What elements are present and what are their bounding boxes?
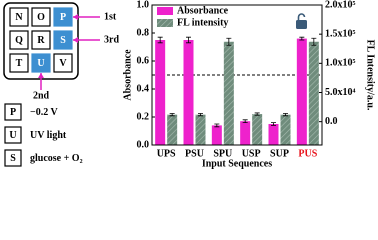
error-bar	[198, 113, 203, 117]
x-tick-label: SPU	[213, 148, 232, 159]
y-axis-title: Absorbance	[122, 49, 133, 101]
bar	[252, 114, 263, 145]
x-tick-label: SUP	[270, 148, 289, 159]
bar	[183, 40, 194, 145]
legend-label: Absorbance	[177, 5, 229, 16]
y2-tick-label: 0.0	[325, 116, 338, 127]
error-bar	[169, 113, 175, 117]
bar	[195, 114, 206, 145]
key-label: R	[37, 35, 45, 46]
y-tick-label: 0.6	[137, 55, 150, 66]
bar	[223, 41, 234, 145]
bar	[211, 125, 222, 145]
key	[9, 30, 29, 50]
legend-key-label: U	[9, 130, 16, 141]
y-tick-label: 1.0	[137, 0, 150, 10]
key-label: U	[37, 58, 44, 69]
error-bar	[214, 123, 220, 128]
plot-frame	[151, 4, 323, 146]
error-bar	[242, 119, 248, 123]
legend-key	[4, 126, 22, 144]
order-label: 2nd	[33, 90, 50, 101]
key-label: O	[37, 12, 45, 23]
legend-key-label: P	[10, 107, 16, 118]
key-label: P	[60, 12, 66, 23]
legend-swatch	[157, 19, 173, 27]
y2-tick-label: 5.0x10⁴	[325, 87, 356, 98]
y-tick-label: 0.4	[137, 83, 150, 94]
bar	[308, 41, 319, 145]
x-tick-label: UPS	[157, 148, 176, 159]
order-arrowhead	[73, 14, 78, 20]
key	[31, 7, 51, 27]
key	[53, 7, 73, 27]
key-label: Q	[15, 35, 23, 46]
error-bar	[186, 36, 191, 44]
key	[53, 30, 73, 50]
bar	[296, 38, 307, 145]
error-bar	[271, 122, 276, 126]
order-label: 3rd	[104, 34, 119, 45]
legend-text: −0.2 V	[30, 107, 59, 118]
key	[31, 53, 51, 73]
legend-text: glucose + O₂	[30, 153, 83, 164]
bar	[167, 114, 178, 145]
key-label: S	[60, 35, 66, 46]
legend-label: FL intensity	[177, 17, 228, 28]
legend-swatch	[157, 7, 173, 15]
y2-axis-title: FL Intensity/a.u.	[365, 40, 376, 111]
key-label: T	[16, 58, 23, 69]
figure: N O P Q R S T U V 1st 3rd 2nd P −0.2 V U UV light S gluco…	[3, 0, 376, 169]
legend-key	[4, 149, 22, 167]
error-bar	[157, 36, 163, 44]
bar	[155, 40, 166, 145]
error-bar	[226, 37, 232, 46]
key	[53, 53, 73, 73]
y2-tick-label: 1.5x10⁵	[325, 28, 356, 39]
error-bar	[283, 113, 288, 117]
x-tick-label: PUS	[298, 148, 317, 159]
y-tick-label: 0.2	[137, 111, 150, 122]
error-bar	[254, 112, 260, 116]
key-label: N	[15, 12, 23, 23]
order-arrowhead	[73, 37, 78, 43]
order-label: 1st	[104, 11, 117, 22]
x-axis-title: Input Sequences	[202, 158, 272, 169]
error-bar	[299, 36, 305, 41]
key	[9, 53, 29, 73]
error-bar	[311, 37, 317, 46]
bar	[240, 121, 251, 145]
bar	[280, 114, 291, 145]
key-label: V	[59, 58, 67, 69]
legend-text: UV light	[30, 130, 67, 141]
y2-tick-label: 2.0x10⁵	[325, 0, 356, 10]
bar	[268, 124, 279, 145]
x-tick-label: USP	[242, 148, 261, 159]
lock-icon	[296, 13, 307, 29]
legend-key-label: S	[10, 153, 16, 164]
y-tick-label: 0.8	[137, 27, 150, 38]
y2-tick-label: 1.0x10⁵	[325, 58, 356, 69]
y-tick-label: 0.0	[137, 139, 150, 150]
order-arrowhead	[38, 73, 44, 78]
key	[31, 30, 51, 50]
legend-key	[4, 103, 22, 121]
x-tick-label: PSU	[185, 148, 204, 159]
key	[9, 7, 29, 27]
